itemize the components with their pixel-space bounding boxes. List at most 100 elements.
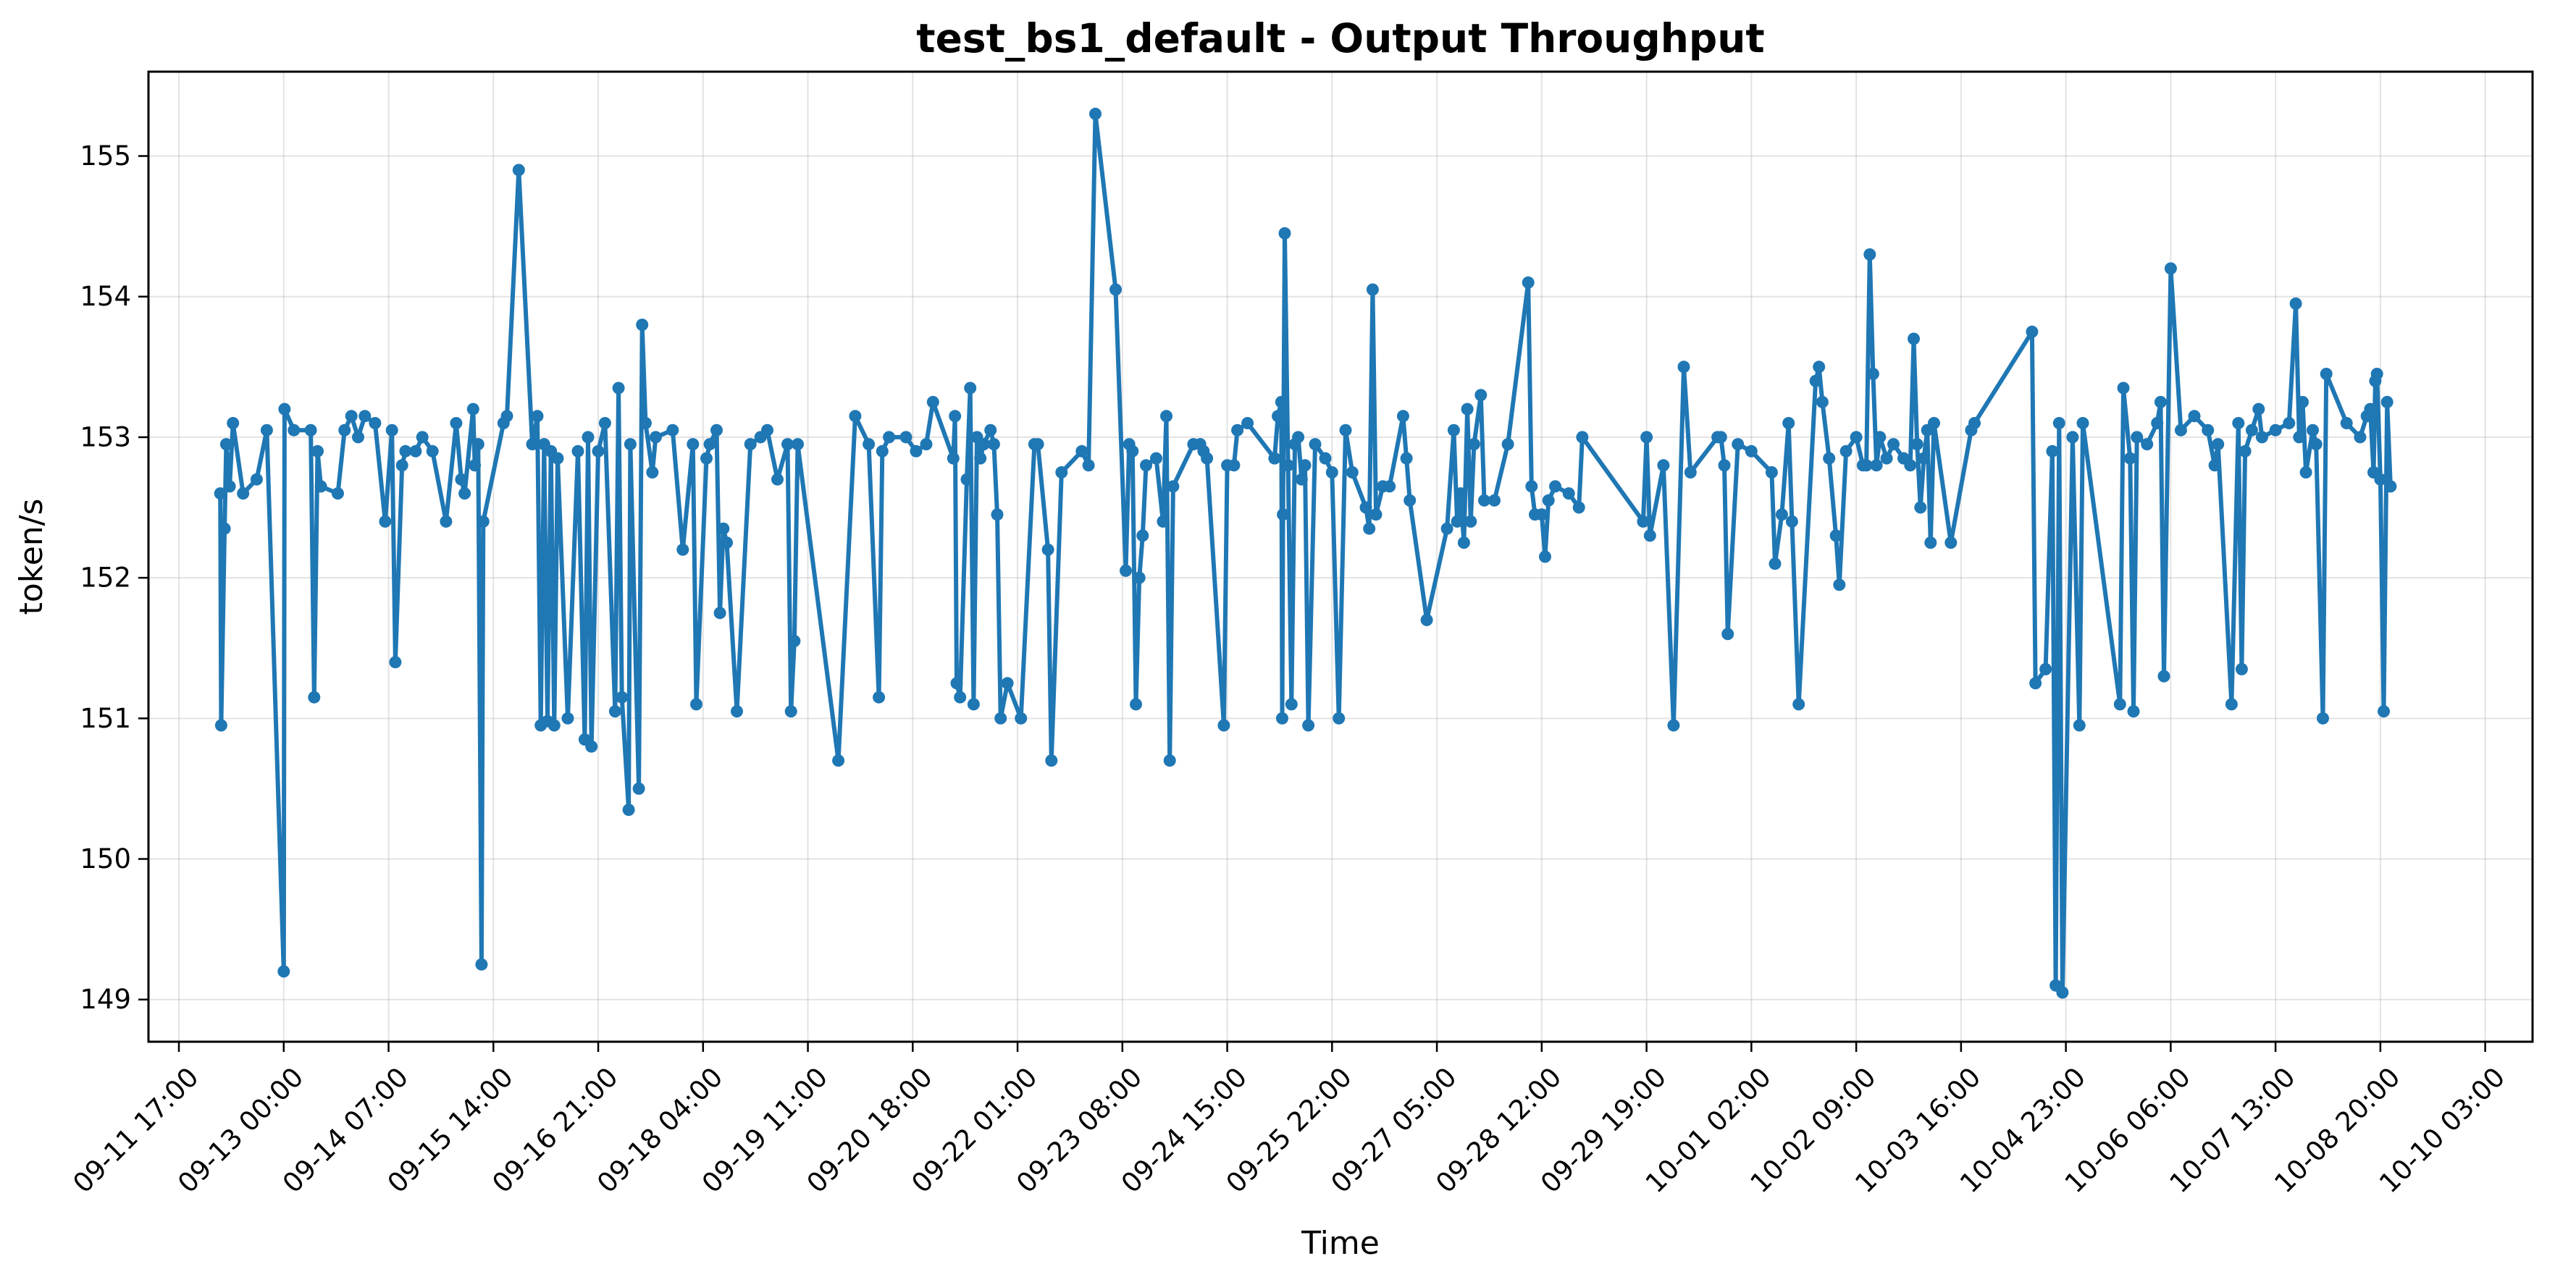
data-point [2364,403,2377,416]
data-point [2380,395,2394,408]
data-point [1055,466,1068,479]
data-point [1928,417,1940,429]
data-point [477,515,490,528]
data-point [1866,368,1879,380]
data-point [703,438,716,451]
data-point [1769,557,1782,570]
data-point [1643,529,1656,542]
data-point [1924,536,1937,549]
data-point [977,438,990,451]
data-point [616,691,629,704]
data-point [1667,719,1680,732]
data-point [458,487,471,500]
plot-frame [147,70,2534,1043]
data-point [1839,444,1853,458]
data-point [409,444,422,458]
data-point [967,698,980,711]
data-point [761,423,773,437]
data-point [964,382,977,395]
data-point [1918,452,1930,465]
data-point [304,423,317,437]
data-point [1276,712,1288,725]
data-point [223,480,236,493]
data-point [1745,444,1758,458]
data-point [1217,719,1230,732]
data-point [949,410,962,423]
data-point [308,691,321,704]
data-point [2378,705,2390,718]
y-tick-label: 149 [80,984,131,1015]
data-point [2293,431,2306,444]
data-point [1383,480,1396,493]
data-point [1031,438,1044,451]
data-point [2307,423,2319,437]
data-point [2235,662,2248,675]
data-point [1272,410,1285,423]
data-point [947,452,960,465]
data-point [2117,382,2130,395]
data-point [227,417,240,429]
data-point [288,423,301,437]
data-point [899,431,912,444]
data-point [260,423,273,437]
data-point [1447,423,1460,437]
data-point [2026,325,2039,338]
data-point [379,515,392,528]
data-point [311,444,324,458]
data-point [710,423,723,437]
data-point [926,395,939,408]
data-point [1637,515,1650,528]
data-point [2374,473,2387,486]
data-point [717,522,730,535]
data-point [571,444,584,458]
data-point [849,410,862,423]
data-point [1363,522,1376,535]
data-point [1792,698,1805,711]
data-point [469,459,482,472]
data-point [771,473,784,486]
y-axis-label: token/s [13,499,50,615]
data-point [358,410,372,423]
data-point [1440,522,1453,535]
data-point [440,515,453,528]
data-point [475,958,488,971]
data-point [1657,459,1670,472]
data-point [598,417,611,429]
data-point [455,473,468,486]
data-point [1833,578,1846,591]
data-point [2039,662,2052,675]
data-point [1285,698,1298,711]
data-point [2164,262,2177,275]
data-point [592,444,605,458]
data-point [1501,438,1514,451]
data-point [2157,670,2170,683]
data-point [2127,705,2140,718]
data-point [1880,452,1893,465]
data-point [1874,431,1887,444]
data-point [2208,459,2221,472]
data-point [608,705,621,718]
data-point [2123,452,2136,465]
data-point [1562,487,1575,500]
data-point [1130,698,1142,711]
data-point [883,431,896,444]
data-point [2073,719,2086,732]
data-point [2296,395,2309,408]
data-point [1860,459,1873,472]
data-point [1277,508,1290,521]
data-point [1887,438,1900,451]
y-tick-label: 154 [80,281,131,312]
data-point [1231,423,1244,437]
data-point [1160,410,1172,423]
y-tick-label: 151 [80,703,131,734]
data-point [2212,438,2225,451]
chart-title: test_bs1_default - Output Throughput [916,15,1764,62]
data-point [471,438,484,451]
data-point [399,444,412,458]
data-point [2317,712,2329,725]
data-point [1015,712,1028,725]
data-point [1457,536,1470,549]
data-point [1366,283,1379,296]
data-point [1732,438,1745,451]
